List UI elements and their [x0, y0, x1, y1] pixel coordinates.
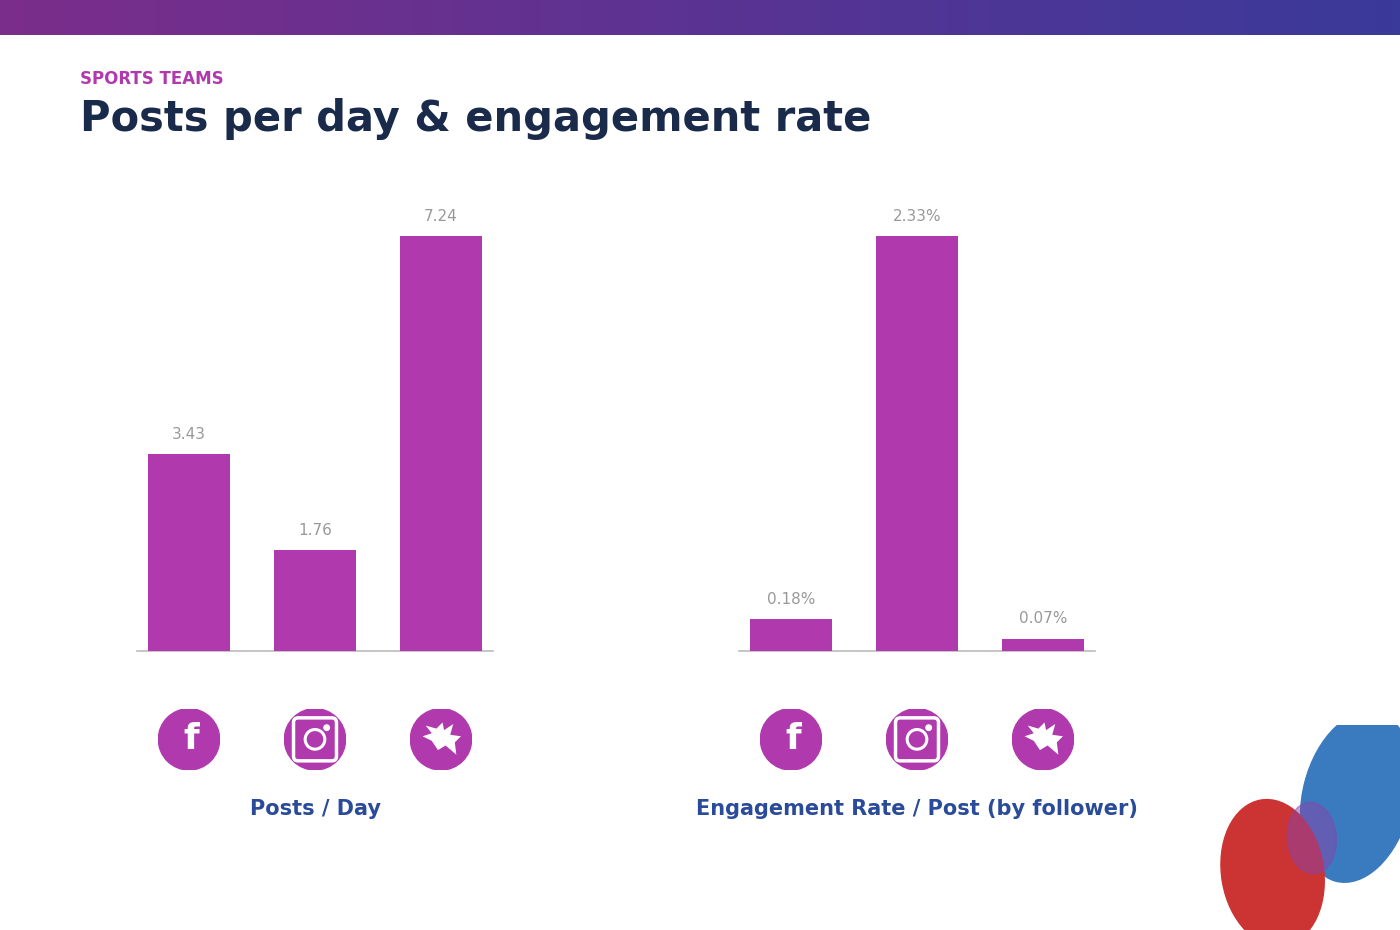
Text: Rival: Rival — [1231, 815, 1275, 832]
Ellipse shape — [1221, 800, 1324, 930]
Text: 7.24: 7.24 — [424, 208, 458, 224]
PathPatch shape — [423, 723, 461, 755]
Circle shape — [760, 709, 822, 770]
Circle shape — [925, 724, 931, 730]
Text: SPORTS TEAMS: SPORTS TEAMS — [80, 70, 224, 87]
PathPatch shape — [1025, 723, 1063, 755]
Text: f: f — [183, 723, 199, 756]
Text: IQ: IQ — [1239, 852, 1267, 876]
Text: 1.76: 1.76 — [298, 523, 332, 538]
Circle shape — [323, 724, 329, 730]
Circle shape — [158, 709, 220, 770]
Circle shape — [1012, 709, 1074, 770]
Circle shape — [284, 709, 346, 770]
Text: 3.43: 3.43 — [172, 427, 206, 443]
Text: 2.33%: 2.33% — [893, 208, 941, 224]
Circle shape — [410, 709, 472, 770]
Ellipse shape — [1301, 711, 1400, 883]
Text: 0.18%: 0.18% — [767, 591, 815, 607]
Text: f: f — [785, 723, 801, 756]
Circle shape — [886, 709, 948, 770]
Text: Posts / Day: Posts / Day — [249, 799, 381, 819]
Text: Engagement Rate / Post (by follower): Engagement Rate / Post (by follower) — [696, 799, 1138, 819]
Ellipse shape — [1287, 803, 1337, 873]
Text: Posts per day & engagement rate: Posts per day & engagement rate — [80, 98, 871, 140]
Text: 0.07%: 0.07% — [1019, 611, 1067, 627]
